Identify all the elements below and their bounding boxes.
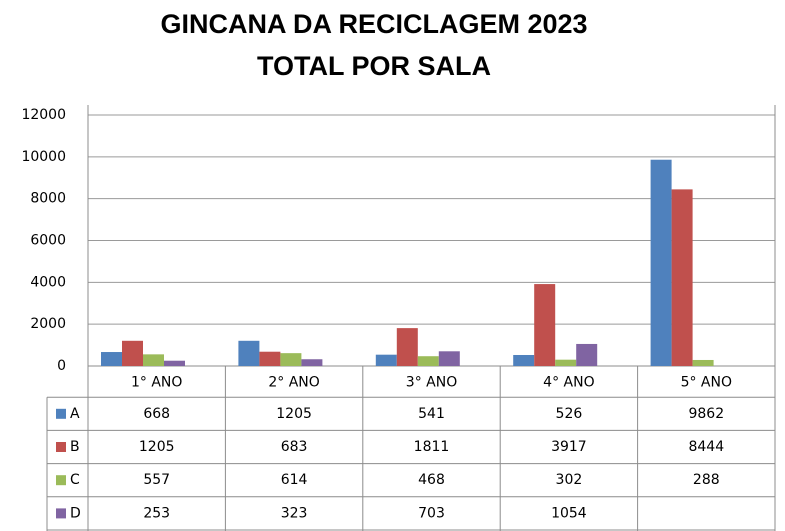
table-value: 541 [418,406,445,422]
y-tick-label: 12000 [21,107,66,123]
table-value: 1205 [276,406,312,422]
x-tick-label: 4° ANO [543,375,594,391]
bar [438,351,460,366]
table-value: 703 [418,505,445,521]
bar [122,340,143,366]
y-tick-label: 10000 [21,149,66,165]
bar [280,353,302,366]
bar [671,189,693,366]
x-tick-label: 1° ANO [131,375,182,391]
legend-label: A [70,406,80,422]
x-tick-label: 5° ANO [681,375,732,391]
bar [417,356,439,366]
chart-title: GINCANA DA RECICLAGEM 2023 [160,9,587,39]
table-value: 288 [693,472,720,488]
x-tick-label: 3° ANO [406,375,457,391]
legend-label: D [70,505,81,521]
bar [301,359,323,366]
table-value: 668 [143,406,170,422]
table-value: 253 [143,505,170,521]
bar [101,352,122,366]
y-tick-label: 8000 [30,191,66,207]
y-tick-label: 6000 [30,233,66,249]
table-value: 683 [281,439,308,455]
table-value: 1205 [139,439,175,455]
legend-key [56,442,66,452]
bar [555,359,577,366]
bar [238,340,260,366]
y-tick-label: 2000 [30,316,66,332]
table-value: 557 [143,472,170,488]
y-tick-label: 4000 [30,274,66,290]
legend-label: B [70,439,80,455]
bar [576,343,598,366]
legend-label: C [70,472,80,488]
bar [692,359,714,366]
legend-key [56,508,66,519]
table-value: 8444 [688,439,724,455]
bar [534,284,556,366]
table-value: 302 [556,472,583,488]
table-value: 9862 [688,406,724,422]
bar [164,360,185,366]
bar [513,354,535,366]
bar [650,159,672,366]
bar [259,351,281,366]
chart-subtitle: TOTAL POR SALA [257,51,491,81]
table-value: 614 [281,472,308,488]
x-tick-label: 2° ANO [268,375,319,391]
legend-key [56,408,66,419]
table-value: 1811 [414,439,450,455]
bar [375,354,397,366]
y-tick-label: 0 [57,358,66,374]
table-value: 526 [556,406,583,422]
bar [396,328,418,366]
table-value: 1054 [551,505,587,521]
legend-key [56,475,66,486]
table-value: 3917 [551,439,587,455]
table-value: 323 [281,505,308,521]
table-value: 468 [418,472,445,488]
bar [143,354,164,366]
